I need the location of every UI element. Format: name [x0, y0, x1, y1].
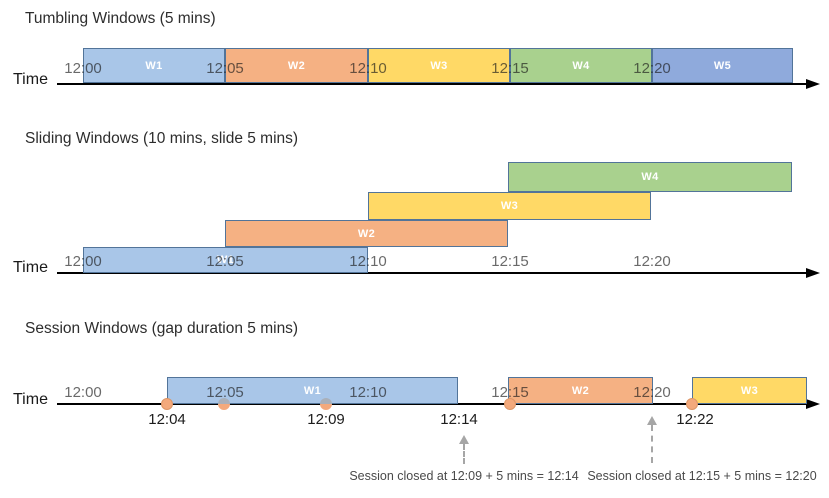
window-label: W3 [740, 384, 759, 397]
window-label: W2 [287, 59, 306, 72]
window-w4: W4 [510, 48, 652, 83]
window-w1: W1 [167, 377, 458, 404]
window-w3: W3 [368, 48, 510, 83]
window-w2: W2 [225, 48, 368, 83]
event-dot-icon [218, 398, 230, 410]
window-w4: W4 [508, 162, 792, 192]
axis-tick-label: 12:10 [349, 253, 387, 270]
timeline-arrow-icon [806, 399, 820, 409]
window-w5: W5 [652, 48, 793, 83]
timeline-axis [57, 83, 806, 85]
dashed-up-arrow-icon [647, 416, 657, 425]
window-w3: W3 [692, 377, 807, 404]
axis-tick-label: 12:05 [206, 384, 244, 401]
event-time-label: 12:04 [148, 411, 186, 428]
window-label: W4 [572, 59, 590, 72]
window-label: W4 [641, 171, 659, 183]
window-w1: W1 [83, 247, 368, 273]
axis-tick-label: 12:05 [206, 60, 244, 77]
section-title: Session Windows (gap duration 5 mins) [25, 320, 299, 337]
window-label: W3 [430, 59, 448, 72]
window-w2: W2 [225, 220, 508, 247]
axis-tick-label: 12:20 [633, 60, 671, 77]
window-label: W2 [357, 227, 376, 240]
axis-tick-label: 12:15 [491, 60, 529, 77]
timeline-arrow-icon [806, 268, 820, 278]
axis-tick-label: 12:20 [633, 253, 671, 270]
time-axis-label: Time [13, 259, 48, 276]
axis-tick-label: 12:00 [64, 60, 102, 77]
window-label: W1 [145, 59, 163, 72]
dashed-arrow-line [463, 444, 465, 464]
window-w2: W2 [508, 377, 653, 404]
window-label: W5 [713, 59, 732, 72]
time-axis-label: Time [13, 71, 48, 88]
window-w3: W3 [368, 192, 651, 220]
axis-tick-label: 12:00 [64, 253, 102, 270]
event-dot-icon [504, 398, 516, 410]
session-close-time-label: 12:14 [440, 411, 478, 428]
window-label: W3 [500, 200, 519, 212]
event-dot-icon [320, 398, 332, 410]
axis-tick-label: 12:10 [349, 384, 387, 401]
axis-tick-label: 12:10 [349, 60, 387, 77]
event-dot-icon [686, 398, 698, 410]
axis-tick-label: 12:05 [206, 253, 244, 270]
event-time-label: 12:09 [307, 411, 345, 428]
timeline-axis [57, 272, 806, 274]
window-w1: W1 [83, 48, 225, 83]
timeline-axis [57, 403, 806, 405]
session-close-annotation: Session closed at 12:15 + 5 mins = 12:20 [587, 469, 817, 483]
axis-tick-label: 12:20 [633, 384, 671, 401]
axis-tick-label: 12:15 [491, 253, 529, 270]
axis-tick-label: 12:00 [64, 384, 102, 401]
window-label: W2 [571, 384, 590, 397]
axis-tick-label: 12:15 [491, 384, 529, 401]
window-label: W1 [216, 254, 235, 266]
event-time-label: 12:22 [676, 411, 714, 428]
section-title: Tumbling Windows (5 mins) [25, 10, 216, 27]
dashed-up-arrow-icon [459, 435, 469, 444]
dashed-arrow-line [651, 425, 653, 463]
time-axis-label: Time [13, 391, 48, 408]
window-label: W1 [303, 384, 322, 397]
section-title: Sliding Windows (10 mins, slide 5 mins) [25, 130, 299, 147]
timeline-arrow-icon [806, 79, 820, 89]
session-close-annotation: Session closed at 12:09 + 5 mins = 12:14 [349, 469, 579, 483]
event-dot-icon [161, 398, 173, 410]
